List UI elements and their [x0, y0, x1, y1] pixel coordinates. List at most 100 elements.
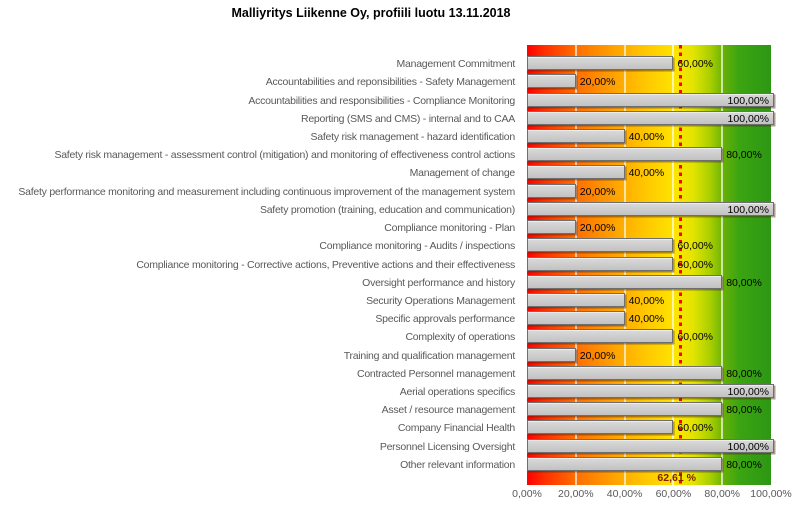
value-label: 100,00% [727, 440, 769, 453]
value-label: 100,00% [727, 203, 769, 216]
bar [527, 238, 674, 253]
bar-row: 80,00% [527, 456, 771, 474]
bar-row: 40,00% [527, 128, 771, 146]
category-label: Training and qualification management [343, 349, 516, 362]
category-label: Aerial operations specifics [399, 386, 515, 399]
value-label: 60,00% [677, 58, 714, 71]
value-label: 80,00% [726, 458, 762, 471]
value-label: 100,00% [727, 386, 769, 399]
bar [527, 402, 723, 417]
bar-row: 60,00% [527, 419, 771, 437]
bar-row: 40,00% [527, 164, 771, 182]
category-label: Safety risk management - assessment cont… [54, 149, 515, 162]
category-label: Asset / resource management [381, 404, 516, 417]
category-label: Specific approvals performance [375, 313, 515, 326]
category-label: Security Operations Management [366, 294, 515, 307]
value-label: 20,00% [579, 76, 616, 89]
bar-row: 20,00% [527, 347, 771, 365]
value-label: 60,00% [677, 422, 714, 435]
bar-row: 100,00% [527, 383, 774, 401]
category-label: Complexity of operations [405, 331, 515, 344]
category-label: Accountabilities and reponsibilities - S… [265, 76, 515, 89]
bar-row: 40,00% [527, 310, 771, 328]
bar-row: 80,00% [527, 274, 771, 292]
bar [527, 292, 625, 307]
category-label: Management Commitment [396, 58, 516, 71]
category-label: Oversight performance and history [362, 276, 515, 289]
category-label: Compliance monitoring - Audits / inspect… [319, 240, 515, 253]
bar [527, 147, 723, 162]
bar [527, 201, 774, 216]
bar [527, 311, 625, 326]
bar-row: 60,00% [527, 328, 771, 346]
axis-tick-label: 100,00% [750, 488, 792, 500]
bar [527, 165, 625, 180]
category-label: Compliance monitoring - Corrective actio… [136, 258, 515, 271]
category-label: Management of change [409, 167, 516, 180]
value-label: 20,00% [579, 349, 616, 362]
bar [527, 56, 674, 71]
category-label: Contracted Personnel management [356, 367, 515, 380]
value-label: 60,00% [677, 331, 714, 344]
chart-title: Malliyritys Liikenne Oy, profiili luotu … [231, 6, 511, 20]
bar-row: 20,00% [527, 73, 771, 91]
category-label: Personnel Licensing Oversight [379, 440, 515, 453]
value-label: 80,00% [726, 276, 762, 289]
category-label: Reporting (SMS and CMS) - internal and t… [300, 112, 515, 125]
axis-tick-label: 0,00% [512, 488, 542, 500]
gridline [672, 45, 675, 485]
value-label: 80,00% [726, 367, 762, 380]
mean-value-label: 62,61 % [657, 472, 696, 484]
bar-row: 80,00% [527, 146, 771, 164]
value-label: 100,00% [727, 94, 769, 107]
axis-tick-label: 60,00% [655, 488, 692, 500]
bar [527, 110, 774, 125]
bar-rows: 60,00% 20,00% 100,00% 100,00% 40,00% 80,00% 40… [527, 45, 774, 485]
bar [527, 74, 576, 89]
bar-row: 80,00% [527, 401, 771, 419]
bar-row: 100,00% [527, 91, 774, 109]
gridline [721, 45, 724, 485]
mean-line [678, 45, 682, 485]
bar-row: 100,00% [527, 438, 774, 456]
axis-tick-label: 80,00% [704, 488, 740, 500]
category-label: Safety risk management - hazard identifi… [310, 130, 516, 143]
axis-tick-label: 40,00% [606, 488, 643, 500]
bar [527, 92, 774, 107]
value-label: 80,00% [726, 149, 762, 162]
bar [527, 365, 723, 380]
bar [527, 128, 625, 143]
bar [527, 347, 576, 362]
bar-row: 60,00% [527, 255, 771, 273]
value-label: 20,00% [579, 222, 616, 235]
category-labels: Management Commitment Accountabilities an… [0, 45, 521, 485]
bar-row: 60,00% [527, 237, 771, 255]
value-label: 40,00% [628, 167, 665, 180]
bar [527, 456, 723, 471]
bar-row: 40,00% [527, 292, 771, 310]
bar-row: 80,00% [527, 365, 771, 383]
category-label: Company Financial Health [397, 422, 515, 435]
axis-tick-label: 20,00% [557, 488, 594, 500]
bar-row: 60,00% [527, 55, 771, 73]
category-label: Safety promotion (training, education an… [259, 203, 515, 216]
value-label: 80,00% [726, 404, 762, 417]
value-label: 60,00% [677, 240, 714, 253]
bar [527, 329, 674, 344]
bar [527, 420, 674, 435]
bar-row: 100,00% [527, 110, 774, 128]
value-label: 100,00% [727, 112, 769, 125]
bar [527, 384, 774, 399]
value-label: 40,00% [628, 313, 665, 326]
bar-row: 20,00% [527, 183, 771, 201]
bar [527, 256, 674, 271]
plot-area: 62,61 % 60,00% 20,00% 100,00% 100,00% 40,00%… [527, 45, 774, 485]
bar [527, 183, 576, 198]
value-label: 40,00% [628, 294, 665, 307]
category-label: Safety performance monitoring and measur… [18, 185, 515, 198]
category-label: Compliance monitoring - Plan [384, 222, 515, 235]
bar [527, 438, 774, 453]
category-label: Other relevant information [400, 458, 515, 471]
bar-row: 100,00% [527, 201, 774, 219]
